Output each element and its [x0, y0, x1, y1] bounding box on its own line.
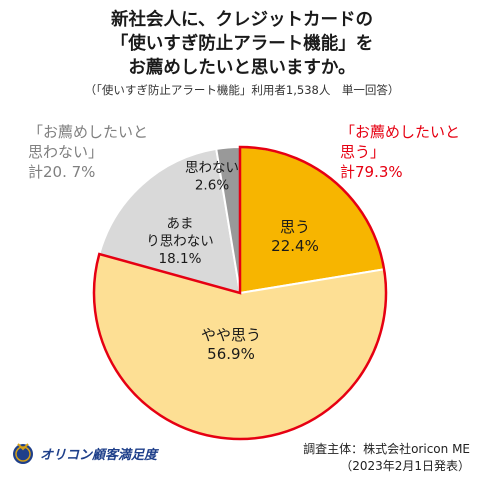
chart-title: 新社会人に、クレジットカードの 「使いすぎ防止アラート機能」を お薦めしたいと思…: [0, 8, 484, 80]
positive-group-total: 計79.3%: [340, 163, 403, 181]
positive-group-line-2: 思う」: [340, 143, 386, 161]
positive-group-line-1: 「お薦めしたいと: [340, 123, 461, 141]
slice-category-label-3: り思わない: [146, 234, 214, 250]
pie-slice-1: [239, 145, 386, 295]
logo-text: オリコン顧客満足度: [40, 447, 158, 463]
slice-category-label-2: やや思う: [201, 326, 261, 344]
source-line-1: 調査主体：株式会社oricon ME: [303, 442, 470, 456]
slice-category-label-1: 思う: [280, 218, 310, 236]
title-line-1: 新社会人に、クレジットカードの: [111, 10, 373, 30]
slice-value-label-2: 56.9%: [207, 345, 255, 363]
source-note: 調査主体：株式会社oricon ME （2023年2月1日発表）: [303, 441, 470, 475]
slice-category-label-4: 思わない: [185, 160, 239, 176]
slice-value-label-1: 22.4%: [271, 237, 319, 255]
slice-category-label-3: あま: [167, 216, 194, 232]
slice-value-label-4: 2.6%: [195, 178, 229, 194]
medal-icon: [13, 443, 33, 464]
negative-group-line-1: 「お薦めしたいと: [28, 123, 149, 141]
title-line-2: 「使いすぎ防止アラート機能」を: [110, 34, 374, 54]
positive-group-outline: [92, 145, 388, 441]
positive-group-label: 「お薦めしたいと 思う」 計79.3%: [340, 122, 460, 182]
title-line-3: お薦めしたいと思いますか。: [128, 58, 356, 78]
pie-slice-3: [98, 147, 242, 295]
oricon-logo: オリコン顧客満足度: [10, 440, 157, 466]
source-line-2: （2023年2月1日発表）: [340, 459, 470, 473]
chart-subtitle: （「使いすぎ防止アラート機能」利用者1,538人 単一回答）: [84, 83, 400, 97]
slice-value-label-3: 18.1%: [159, 251, 202, 267]
negative-group-total: 計20. 7%: [28, 163, 96, 181]
negative-group-line-2: 思わない」: [28, 143, 104, 161]
negative-group-label: 「お薦めしたいと 思わない」 計20. 7%: [28, 122, 148, 182]
